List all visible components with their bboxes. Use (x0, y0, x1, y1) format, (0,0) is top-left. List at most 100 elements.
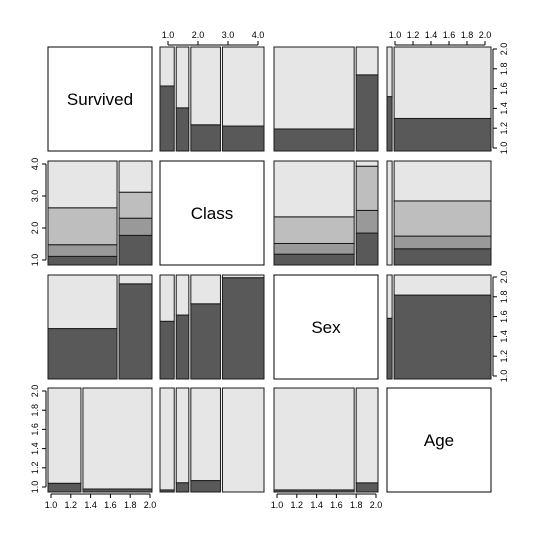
axis-bottom-tick-label: 1.4 (84, 500, 97, 510)
mosaic-tile (159, 85, 175, 152)
axis-left-tick-label: 1.0 (30, 481, 40, 494)
axis-top-tick-label: 1.6 (443, 30, 456, 40)
mosaic-tile (175, 482, 190, 493)
mosaic-tile (118, 234, 153, 266)
mosaic-tile (221, 387, 265, 493)
mosaic-tile (386, 160, 393, 266)
axis-left-tick-label: 1.0 (30, 254, 40, 267)
axis-top-tick-label: 1.4 (425, 30, 438, 40)
axis-top-tick-label: 1.0 (162, 30, 175, 40)
axis-left-tick-label: 1.6 (30, 423, 40, 436)
panel-r3-c2 (273, 387, 379, 493)
variable-label-class: Class (191, 204, 234, 223)
mosaic-tile (355, 209, 379, 234)
mosaic-tile (190, 387, 221, 482)
mosaic-tile (159, 46, 175, 87)
panel-r0-c1 (159, 46, 265, 152)
mosaic-tile (47, 328, 118, 380)
axis-top-tick-label: 3.0 (222, 30, 235, 40)
mosaic-tile (355, 387, 379, 484)
panel-r2-c2 (273, 274, 379, 380)
mosaic-tile (47, 255, 118, 266)
axis-right-tick-label: 1.4 (499, 102, 509, 115)
mosaic-tile (159, 274, 175, 322)
axis-bottom-tick-label: 1.6 (104, 500, 117, 510)
mosaic-tile (118, 160, 153, 193)
panel-r3-c0 (47, 387, 153, 493)
axis-bottom-tick-label: 2.0 (370, 500, 383, 510)
axis-left-tick-label: 1.8 (30, 404, 40, 417)
axis-bottom-tick-label: 1.2 (65, 500, 78, 510)
panel-r1-c2 (273, 160, 379, 266)
panel-r2-c0 (47, 274, 153, 380)
mosaic-tile (118, 274, 153, 285)
mosaic-tile (159, 387, 175, 491)
axis-bottom-tick-label: 1.6 (330, 500, 343, 510)
panels-layer (47, 46, 492, 493)
axis-bottom-tick-label: 1.2 (291, 500, 304, 510)
mosaic-tile (47, 160, 118, 209)
panel-r1-c3 (386, 160, 492, 266)
mosaic-tile (355, 165, 379, 211)
panel-border (159, 160, 265, 266)
mosaic-tile (190, 480, 221, 493)
mosaic-tile (118, 217, 153, 236)
axis-top-tick-label: 1.2 (407, 30, 420, 40)
axis-top-tick-label: 2.0 (479, 30, 492, 40)
mosaic-tile (221, 274, 265, 279)
mosaic-tile (190, 124, 221, 152)
axis-left-tick-label: 2.0 (30, 222, 40, 235)
axis-top-tick-label: 4.0 (252, 30, 265, 40)
panel-r0-c0 (47, 46, 153, 152)
mosaic-tile (118, 283, 153, 380)
mosaic-tile (273, 216, 355, 244)
axes-layer: 1.0 2.0 3.0 4.0 1.0 1.2 1.4 1.6 1.8 2.0 1.0 1.2 1.4 1… (30, 30, 509, 510)
mosaic-tile (190, 303, 221, 380)
mosaic-tile (386, 96, 393, 152)
panel-r0-c2 (273, 46, 379, 152)
axis-bottom-tick-label: 1.8 (124, 500, 137, 510)
axis-left-tick-label: 1.2 (30, 462, 40, 475)
mosaic-tile (355, 160, 379, 167)
axis-right-tick-label: 1.8 (499, 291, 509, 304)
axis-right-tick-label: 1.8 (499, 63, 509, 76)
mosaic-tile (175, 387, 190, 484)
axis-left-tick-label: 3.0 (30, 190, 40, 203)
mosaic-tile (393, 294, 492, 380)
mosaic-tile (47, 207, 118, 246)
axis-bottom-tick-label: 1.4 (310, 500, 323, 510)
axis-bottom-tick-label: 1.0 (271, 500, 284, 510)
axis-top-tick-label: 1.8 (461, 30, 474, 40)
mosaic-tile (393, 200, 492, 237)
axis-left-tick-label: 4.0 (30, 158, 40, 171)
axis-left-tick-label: 2.0 (30, 385, 40, 398)
variable-label-sex: Sex (311, 318, 341, 337)
mosaic-tile (355, 482, 379, 493)
panel-border (386, 387, 492, 493)
mosaic-tile (273, 253, 355, 266)
axis-right-tick-label: 1.0 (499, 370, 509, 383)
mosaic-tile (47, 482, 82, 493)
axis-bottom-tick-label: 2.0 (144, 500, 157, 510)
mosaic-tile (221, 125, 265, 152)
axis-right-tick-label: 2.0 (499, 271, 509, 284)
mosaic-tile (386, 46, 393, 98)
mosaic-tile (190, 274, 221, 305)
panel-r1-c0 (47, 160, 153, 266)
mosaic-tile (175, 314, 190, 380)
mosaic-tile (47, 274, 118, 330)
mosaic-tile (221, 277, 265, 380)
panel-r2-c1 (159, 274, 265, 380)
mosaic-tile (175, 46, 190, 109)
axis-left-tick-label: 1.4 (30, 442, 40, 455)
panel-border (47, 46, 153, 152)
mosaic-tile (159, 320, 175, 380)
axis-right-tick-label: 1.4 (499, 330, 509, 343)
mosaic-tile (273, 46, 355, 130)
mosaic-tile (393, 46, 492, 119)
mosaic-tile (273, 387, 355, 491)
mosaic-tile (393, 235, 492, 250)
mosaic-tile (393, 117, 492, 152)
mosaic-tile (393, 274, 492, 296)
panel-r2-c3 (386, 274, 492, 380)
